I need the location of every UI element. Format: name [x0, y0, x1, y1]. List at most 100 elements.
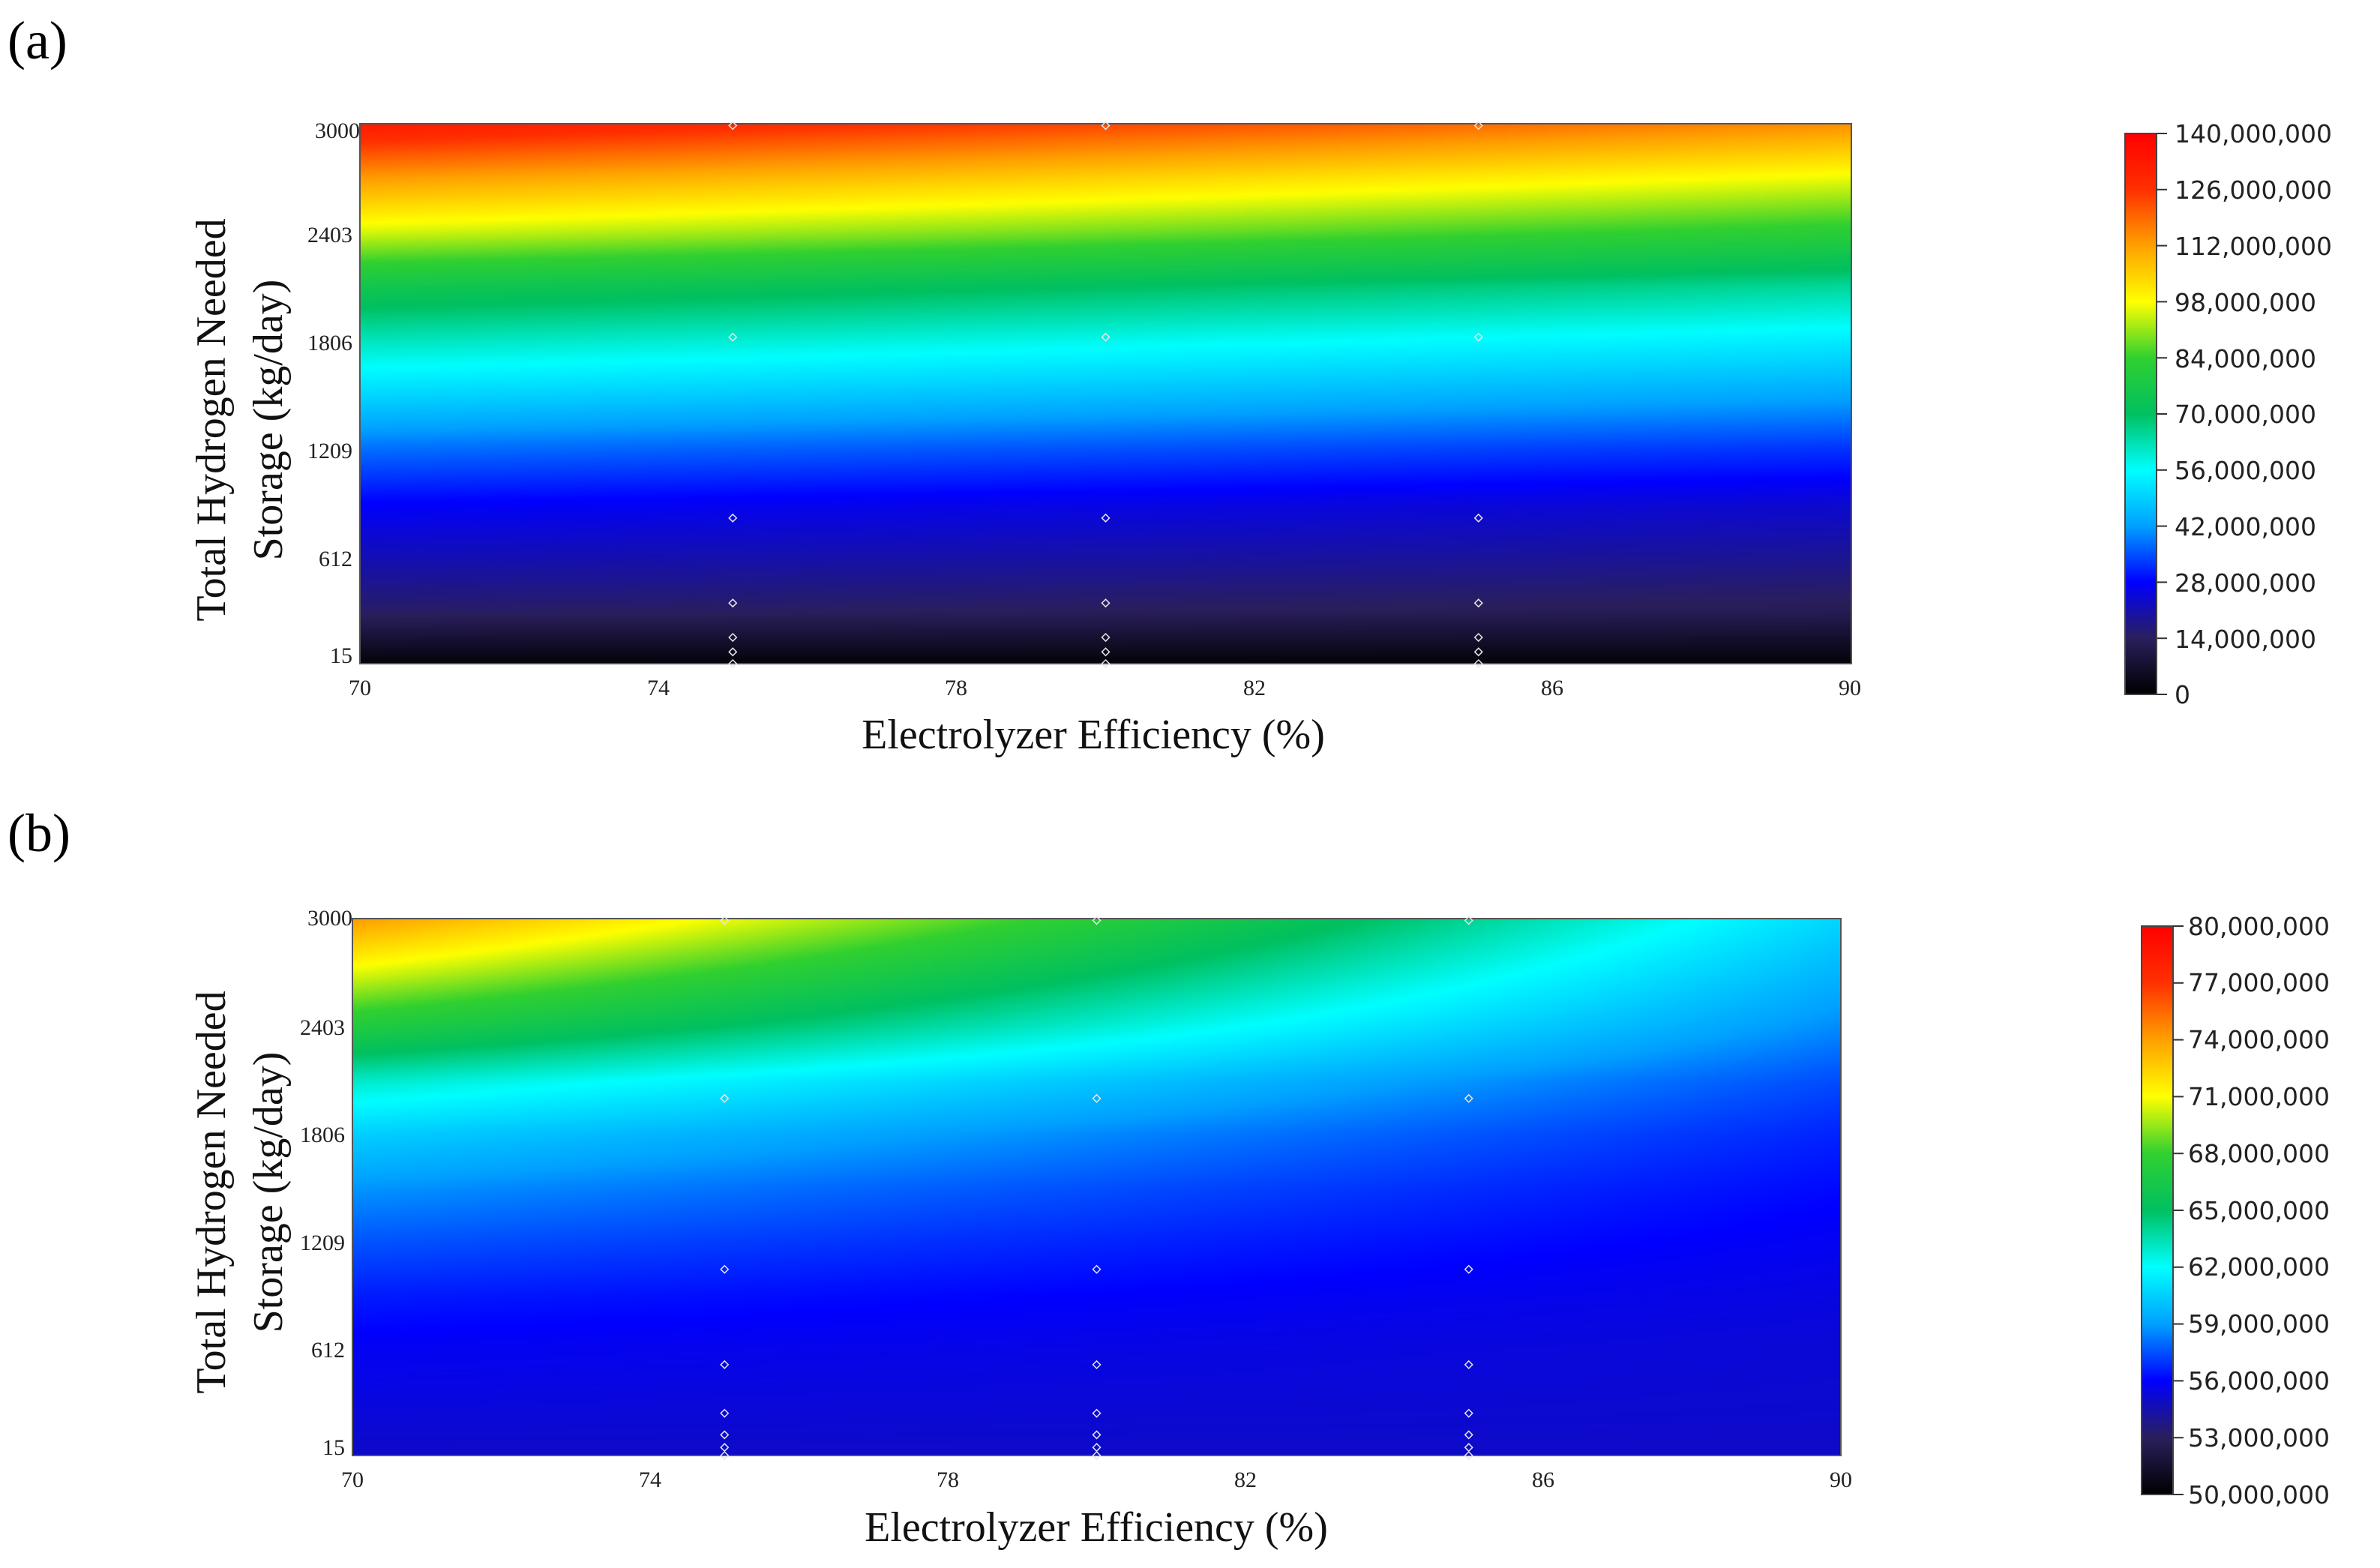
x-tick-b-5: 90: [1830, 1468, 1852, 1492]
sample-point: [728, 598, 738, 608]
sample-point: [1092, 916, 1102, 925]
colorbar-b-label-10: 80,000,000: [2188, 912, 2330, 941]
sample-point: [1473, 332, 1483, 342]
sample-point: [720, 1443, 730, 1453]
colorbar-b-label-1: 53,000,000: [2188, 1423, 2330, 1453]
sample-point: [720, 1430, 730, 1440]
y-axis-title-b-line2: Storage (kg/day): [245, 1052, 292, 1333]
x-tick-b-1: 74: [639, 1468, 661, 1492]
sample-point: [1473, 513, 1483, 523]
sample-point: [720, 916, 730, 925]
colorbar-b-label-7: 71,000,000: [2188, 1082, 2330, 1111]
y-tick-a-3: 1806: [307, 331, 352, 355]
sample-point: [1092, 1093, 1102, 1103]
sample-point: [1092, 1408, 1102, 1418]
x-axis-a: 70 74 78 82 86 90: [349, 676, 1861, 700]
colorbar-a: 0 14,000,000 28,000,000 42,000,000 56,00…: [2124, 119, 2332, 709]
sample-point: [1464, 1450, 1473, 1461]
sample-point: [728, 658, 738, 669]
sample-point: [720, 1093, 730, 1103]
x-tick-b-2: 78: [937, 1468, 959, 1492]
sample-point: [728, 632, 738, 643]
x-axis-title-b: Electrolyzer Efficiency (%): [865, 1504, 1328, 1551]
heatmap-a: [359, 121, 1852, 669]
x-tick-a-0: 70: [349, 676, 371, 700]
sample-point: [1092, 1264, 1102, 1274]
panel-label-a: (a): [7, 10, 67, 70]
x-tick-b-3: 82: [1234, 1468, 1257, 1492]
colorbar-b-label-0: 50,000,000: [2188, 1480, 2330, 1510]
y-tick-a-1: 612: [319, 547, 352, 571]
colorbar-a-label-5: 70,000,000: [2175, 400, 2316, 429]
x-tick-a-2: 78: [945, 676, 967, 700]
plot-frame-a: [359, 123, 1852, 664]
heatmap-b: [352, 916, 1842, 1461]
sample-point: [1101, 121, 1111, 130]
sample-point: [720, 1360, 730, 1369]
sample-point: [1464, 1264, 1473, 1274]
y-axis-title-b-line1: Total Hydrogen Needed: [188, 991, 235, 1393]
y-tick-a-4: 2403: [307, 223, 352, 247]
x-axis-b: 70 74 78 82 86 90: [341, 1468, 1852, 1492]
sample-point: [728, 332, 738, 342]
colorbar-a-label-0: 0: [2175, 680, 2190, 709]
sample-point: [1464, 1093, 1473, 1103]
y-tick-a-5: 3000: [315, 118, 360, 143]
sample-point: [1473, 598, 1483, 608]
sample-point: [1101, 632, 1111, 643]
colorbar-a-label-8: 112,000,000: [2175, 232, 2332, 261]
colorbar-b-label-2: 56,000,000: [2188, 1366, 2330, 1396]
sample-point: [1473, 121, 1483, 130]
y-axis-title-b: Total Hydrogen Needed Storage (kg/day): [188, 991, 292, 1393]
panel-label-b: (b): [7, 803, 70, 863]
x-tick-b-4: 86: [1532, 1468, 1554, 1492]
y-tick-b-3: 1806: [300, 1123, 345, 1147]
colorbar-b: 50,000,000 53,000,000 56,000,000 59,000,…: [2141, 912, 2330, 1510]
colorbar-b-label-6: 68,000,000: [2188, 1139, 2330, 1168]
colorbar-b-label-9: 77,000,000: [2188, 968, 2330, 997]
y-axis-a: 15 612 1209 1806 2403 3000: [307, 118, 360, 668]
x-tick-a-1: 74: [647, 676, 670, 700]
sample-point: [720, 1408, 730, 1418]
y-tick-b-4: 2403: [300, 1015, 345, 1040]
colorbar-b-label-5: 65,000,000: [2188, 1196, 2330, 1225]
y-tick-b-2: 1209: [300, 1231, 345, 1255]
colorbar-a-label-9: 126,000,000: [2175, 175, 2332, 205]
colorbar-b-gradient: [2141, 925, 2174, 1495]
sample-point: [1092, 1443, 1102, 1453]
plot-frame-b: [352, 918, 1842, 1456]
colorbar-b-label-4: 62,000,000: [2188, 1252, 2330, 1282]
sample-point: [1092, 1430, 1102, 1440]
colorbar-a-label-10: 140,000,000: [2175, 119, 2332, 148]
colorbar-a-label-3: 42,000,000: [2175, 512, 2316, 541]
sample-point: [1464, 1430, 1473, 1440]
sample-point: [1473, 647, 1483, 657]
colorbar-b-ticks: [2173, 925, 2184, 1495]
sample-point: [1101, 598, 1111, 608]
panel-b: (b) 15 612 1209 1806 2403 3000 70 74 78 …: [7, 803, 2330, 1551]
panel-a: (a) 15 612 1209 1806 2403 3000 70 74 78 …: [7, 10, 2332, 758]
colorbar-a-gradient: [2124, 133, 2157, 695]
y-axis-title-a-line2: Storage (kg/day): [245, 280, 292, 561]
sample-points-a: [728, 121, 1483, 669]
sample-point: [1101, 513, 1111, 523]
colorbar-b-label-8: 74,000,000: [2188, 1025, 2330, 1054]
x-tick-a-4: 86: [1541, 676, 1563, 700]
colorbar-a-label-6: 84,000,000: [2175, 344, 2316, 373]
colorbar-a-label-1: 14,000,000: [2175, 625, 2316, 654]
y-axis-b: 15 612 1209 1806 2403 3000: [300, 906, 352, 1460]
sample-point: [1464, 1360, 1473, 1369]
x-tick-a-3: 82: [1243, 676, 1266, 700]
y-tick-a-2: 1209: [307, 439, 352, 463]
y-axis-title-a: Total Hydrogen Needed Storage (kg/day): [188, 218, 292, 621]
sample-point: [720, 1450, 730, 1461]
y-axis-title-a-line1: Total Hydrogen Needed: [188, 218, 235, 621]
x-axis-title-a: Electrolyzer Efficiency (%): [862, 712, 1325, 758]
sample-point: [1101, 647, 1111, 657]
sample-point: [728, 647, 738, 657]
sample-point: [1464, 916, 1473, 925]
sample-point: [1464, 1408, 1473, 1418]
sample-point: [1473, 658, 1483, 669]
heatmap-surface-a: [360, 124, 1851, 664]
